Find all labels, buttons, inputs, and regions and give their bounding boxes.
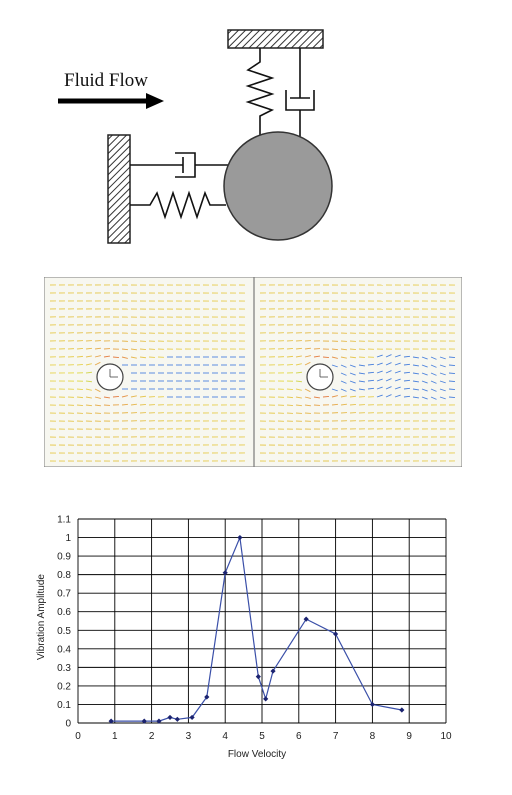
x-tick-label: 9 [406,731,412,742]
cylinder-mass [223,131,333,241]
data-point [399,707,405,713]
data-point [108,718,114,724]
flow-field-snapshots [43,276,463,468]
y-tick-label: 1 [65,533,71,544]
x-tick-label: 5 [259,731,265,742]
horizontal-spring [130,190,226,220]
y-tick-label: 0.4 [57,644,71,655]
data-point [369,701,375,708]
x-tick-labels: 0 1 2 3 4 5 6 7 8 9 10 [75,731,452,742]
vertical-spring [245,48,275,153]
y-tick-label: 0.9 [57,552,71,563]
y-tick-label: 0.8 [57,570,71,581]
data-point [263,696,269,702]
x-tick-label: 3 [186,731,192,742]
y-tick-label: 0 [65,719,71,730]
y-tick-label: 0.6 [57,607,71,618]
x-tick-label: 10 [440,731,452,742]
data-point [174,716,180,722]
y-axis-title: Vibration Amplitude [36,574,47,660]
flow-field-left [49,284,246,462]
amplitude-chart: 0 1 2 3 4 5 6 7 8 9 10 0 0.1 0.2 0.3 0.4 0.5 0.6 0.7 0.8 0.… [30,505,470,765]
x-axis-title: Flow Velocity [228,749,286,760]
x-tick-label: 2 [149,731,155,742]
left-wall [107,134,131,244]
y-tick-label: 0.5 [57,626,71,637]
x-tick-label: 8 [370,731,376,742]
amplitude-series-line [111,535,402,722]
y-tick-label: 1.1 [57,515,71,526]
data-point [204,694,210,700]
data-point [156,718,162,724]
y-tick-label: 0.1 [57,700,71,711]
y-tick-label: 0.2 [57,681,71,692]
oscillator-schematic: Fluid Flow [50,20,350,250]
data-point [255,674,261,680]
data-point [237,534,243,541]
flow-field-right [259,284,456,462]
x-tick-label: 1 [112,731,118,742]
x-tick-label: 6 [296,731,302,742]
y-tick-labels: 0 0.1 0.2 0.3 0.4 0.5 0.6 0.7 0.8 0.9 1 1.1 [57,515,71,730]
top-wall [227,29,324,49]
x-tick-label: 4 [222,731,228,742]
y-tick-label: 0.7 [57,589,71,600]
data-point [141,718,147,724]
data-point [167,714,173,721]
fluid-flow-label: Fluid Flow [64,70,148,91]
x-tick-label: 0 [75,731,81,742]
x-tick-label: 7 [333,731,339,742]
flow-arrow-icon [58,93,164,109]
chart-grid [77,518,447,724]
horizontal-damper [130,152,232,178]
amplitude-series-points [108,534,405,724]
data-point [333,631,339,637]
y-tick-label: 0.3 [57,663,71,674]
